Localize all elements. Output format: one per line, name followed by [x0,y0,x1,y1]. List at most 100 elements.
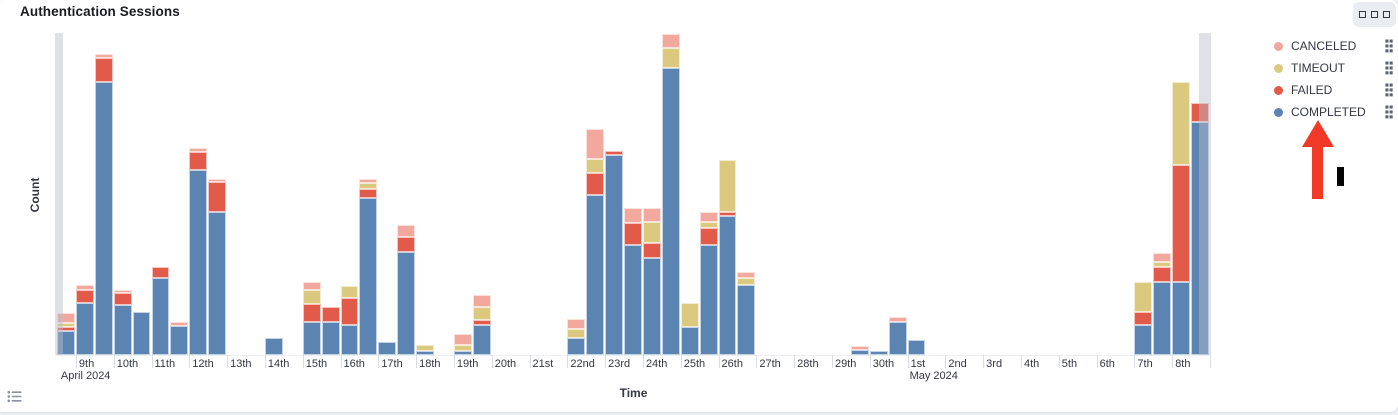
bar-segment-completed[interactable] [151,278,170,355]
bar-segment-failed[interactable] [718,212,737,216]
bar-segment-completed[interactable] [605,155,624,355]
bar-segment-timeout[interactable] [416,345,435,351]
bar-segment-completed[interactable] [132,312,151,355]
bar-segment-completed[interactable] [75,303,94,355]
bar-segment-timeout[interactable] [718,160,737,212]
bar-segment-failed[interactable] [1191,103,1209,122]
bar-segment-completed[interactable] [567,338,586,355]
bar-segment-timeout[interactable] [472,307,491,320]
bar-segment-completed[interactable] [321,322,340,355]
bar-segment-failed[interactable] [397,237,416,252]
bar-segment-canceled[interactable] [208,179,227,182]
bar-segment-completed[interactable] [680,327,699,355]
bar-segment-failed[interactable] [302,304,321,322]
bar-segment-failed[interactable] [1153,267,1172,282]
bar-segment-completed[interactable] [907,340,926,355]
bar-segment-completed[interactable] [472,325,491,355]
bar-segment-completed[interactable] [302,322,321,355]
bar-segment-completed[interactable] [113,305,132,355]
bar-segment-canceled[interactable] [75,285,94,290]
bar-segment-timeout[interactable] [1172,82,1191,165]
bar-segment-completed[interactable] [888,322,907,355]
bar-segment-timeout[interactable] [359,183,378,189]
bar-segment-timeout[interactable] [302,290,321,304]
bar-segment-canceled[interactable] [699,212,718,222]
bar-segment-completed[interactable] [453,351,472,355]
bar-segment-failed[interactable] [1172,165,1191,282]
bar-segment-failed[interactable] [642,243,661,258]
bar-segment-timeout[interactable] [586,159,605,173]
bar-segment-failed[interactable] [321,307,340,322]
legend-actions-icon[interactable] [1385,105,1393,119]
bar-segment-failed[interactable] [113,293,132,305]
bar-segment-canceled[interactable] [302,282,321,290]
bar-segment-completed[interactable] [189,170,208,355]
bar-segment-completed[interactable] [1153,282,1172,355]
bar-segment-completed[interactable] [624,245,642,355]
bar-segment-canceled[interactable] [397,225,416,237]
bar-segment-canceled[interactable] [586,129,605,159]
bar-segment-canceled[interactable] [359,179,378,183]
bar-segment-failed[interactable] [624,223,642,245]
bar-segment-canceled[interactable] [737,272,756,278]
bar-segment-failed[interactable] [75,290,94,303]
legend-label-completed[interactable]: COMPLETED [1291,105,1366,119]
bar-segment-completed[interactable] [359,198,378,355]
bar-segment-timeout[interactable] [737,278,756,285]
bar-segment-canceled[interactable] [642,208,661,222]
bar-segment-canceled[interactable] [888,317,907,322]
bar-segment-completed[interactable] [1134,325,1153,355]
bar-segment-completed[interactable] [208,212,227,355]
bar-segment-completed[interactable] [170,326,189,355]
bar-segment-timeout[interactable] [340,286,359,298]
bar-segment-canceled[interactable] [453,334,472,345]
bar-segment-completed[interactable] [737,285,756,355]
bar-segment-canceled[interactable] [189,148,208,152]
bar-segment-completed[interactable] [699,245,718,355]
bar-segment-failed[interactable] [208,182,227,212]
bar-segment-completed[interactable] [661,68,680,355]
legend-toggle-button[interactable] [3,388,25,408]
legend-actions-icon[interactable] [1385,61,1393,75]
bar-segment-failed[interactable] [57,327,75,331]
bar-segment-completed[interactable] [850,350,869,355]
legend-actions-icon[interactable] [1385,39,1393,53]
bar-segment-completed[interactable] [1191,122,1209,355]
bar-segment-timeout[interactable] [661,48,680,68]
bar-segment-canceled[interactable] [57,313,75,323]
bar-segment-completed[interactable] [397,252,416,355]
bar-segment-completed[interactable] [642,258,661,355]
bar-segment-timeout[interactable] [453,345,472,351]
bar-segment-completed[interactable] [94,82,113,355]
bar-segment-canceled[interactable] [567,319,586,329]
bar-segment-completed[interactable] [718,216,737,355]
bar-segment-completed[interactable] [1172,282,1191,355]
bar-segment-timeout[interactable] [57,323,75,327]
bar-segment-failed[interactable] [1134,312,1153,325]
bar-segment-failed[interactable] [359,189,378,198]
plot-area[interactable]: 9th April 2024 10th 11th 12th 13th 14th 15th 16t… [55,33,1211,382]
legend-label-canceled[interactable]: CANCELED [1291,39,1357,53]
legend-label-failed[interactable]: FAILED [1291,83,1333,97]
panel-options-button[interactable] [1353,2,1396,27]
bar-segment-failed[interactable] [586,173,605,195]
bar-segment-completed[interactable] [416,351,435,355]
bar-segment-completed[interactable] [264,338,283,355]
bar-segment-failed[interactable] [189,152,208,170]
bar-segment-failed[interactable] [699,228,718,245]
legend-label-timeout[interactable]: TIMEOUT [1291,61,1345,75]
bar-segment-canceled[interactable] [661,34,680,48]
bar-segment-canceled[interactable] [1153,253,1172,262]
bar-segment-timeout[interactable] [567,329,586,338]
bar-segment-canceled[interactable] [624,208,642,223]
legend-actions-icon[interactable] [1385,83,1393,97]
bar-segment-completed[interactable] [340,325,359,355]
bar-segment-timeout[interactable] [699,222,718,228]
bar-segment-completed[interactable] [57,331,75,355]
bar-segment-failed[interactable] [151,267,170,278]
bar-segment-completed[interactable] [378,342,397,355]
bar-segment-timeout[interactable] [680,303,699,327]
bar-segment-timeout[interactable] [642,222,661,243]
bar-segment-completed[interactable] [869,351,888,355]
bar-segment-timeout[interactable] [1134,282,1153,312]
